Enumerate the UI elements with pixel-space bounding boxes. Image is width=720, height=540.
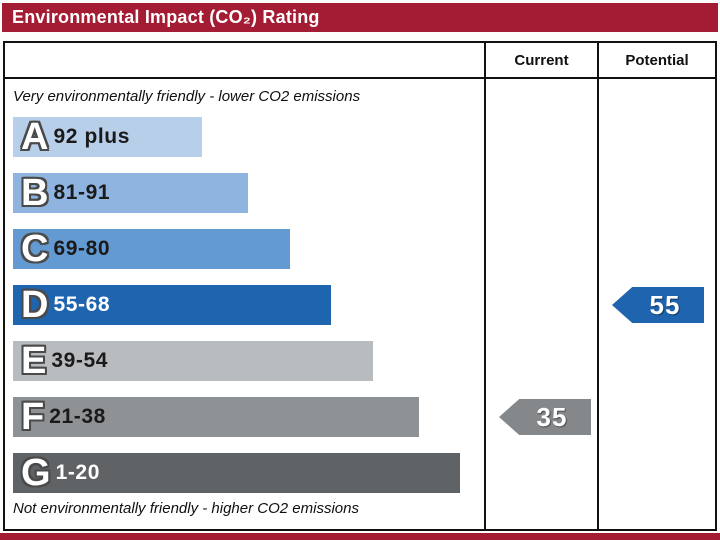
current-column: Current 35 — [484, 43, 597, 529]
bands: A 92 plus B 81-91 C 69-80 D 55-68 E 39-54 F 21-38 G 1… — [13, 117, 474, 493]
band-range: 55-68 — [53, 293, 111, 316]
bottom-accent-strip — [0, 533, 720, 540]
band-letter: D — [21, 284, 49, 326]
band-row-a: A 92 plus — [13, 117, 202, 157]
band-letter: B — [21, 172, 49, 214]
title-bar: Environmental Impact (CO₂) Rating — [2, 3, 718, 32]
chart-body: Very environmentally friendly - lower CO… — [5, 79, 484, 529]
band-row-g: G 1-20 — [13, 452, 461, 494]
page-title: Environmental Impact (CO₂) Rating — [12, 7, 320, 27]
chart-column: Very environmentally friendly - lower CO… — [5, 43, 484, 529]
chart-column-header — [5, 43, 484, 79]
potential-column: Potential 55 — [597, 43, 715, 529]
band-range: 21-38 — [49, 405, 106, 428]
band-range: 39-54 — [51, 349, 109, 372]
band-letter: C — [21, 228, 49, 270]
band-range: 81-91 — [53, 181, 111, 204]
band-letter: G — [21, 452, 51, 494]
column-header-potential: Potential — [599, 43, 715, 79]
band-row-c: C 69-80 — [13, 229, 290, 269]
rating-table: Very environmentally friendly - lower CO… — [3, 41, 717, 531]
band-range: 1-20 — [55, 461, 100, 484]
potential-value: 55 — [649, 289, 681, 320]
top-note: Very environmentally friendly - lower CO… — [13, 88, 361, 105]
band-row-f: F 21-38 — [13, 397, 419, 437]
band-range: 69-80 — [53, 237, 111, 260]
band-row-b: B 81-91 — [13, 172, 249, 214]
band-letter: E — [21, 340, 47, 382]
band-letter: A — [21, 116, 49, 158]
band-letter: F — [21, 396, 45, 438]
column-header-current: Current — [486, 43, 597, 79]
band-row-e: E 39-54 — [13, 341, 373, 381]
bottom-note: Not environmentally friendly - higher CO… — [13, 500, 359, 517]
potential-arrow: 55 — [612, 287, 704, 323]
current-value: 35 — [536, 401, 568, 432]
current-arrow: 35 — [499, 399, 591, 435]
band-row-d: D 55-68 — [13, 284, 332, 326]
band-range: 92 plus — [53, 125, 131, 148]
